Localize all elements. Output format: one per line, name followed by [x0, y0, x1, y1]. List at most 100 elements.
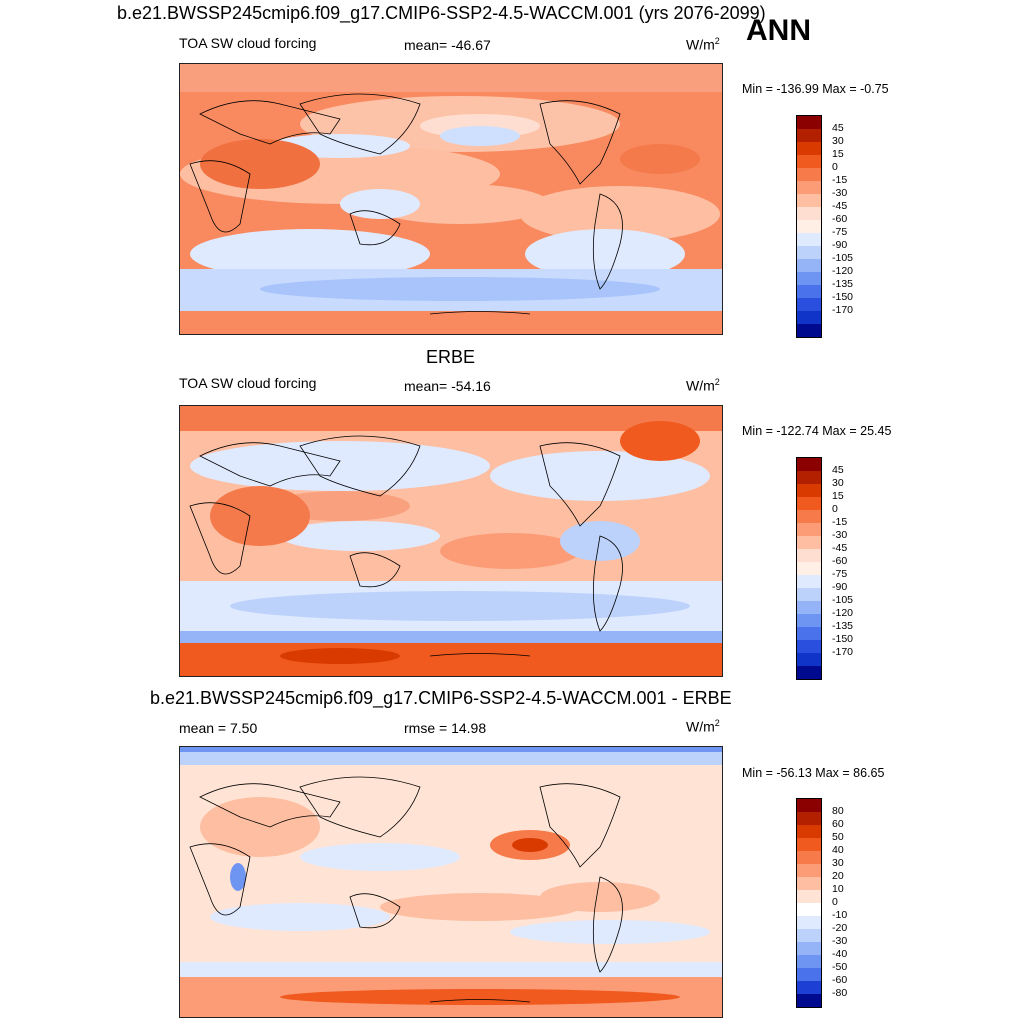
panel2-colorbar-label: -45: [832, 542, 848, 554]
panel3-colorbar-label: 20: [832, 870, 844, 882]
panel2-colorbar-segment: [797, 640, 821, 653]
panel3-mean: mean = 7.50: [179, 720, 258, 736]
panel1-colorbar-label: -45: [832, 200, 848, 212]
panel3-colorbar-segment: [797, 903, 821, 916]
panel1-colorbar-segment: [797, 181, 821, 194]
panel1-colorbar-segment: [797, 116, 821, 129]
panel3-colorbar-segment: [797, 812, 821, 825]
panel2-colorbar-label: -135: [832, 620, 854, 632]
panel2-colorbar-label: -150: [832, 633, 854, 645]
panel1-colorbar-segment: [797, 272, 821, 285]
panel2-colorbar-segment: [797, 458, 821, 471]
panel2-colorbar-label: -120: [832, 607, 854, 619]
panel1-colorbar-segment: [797, 155, 821, 168]
panel3-colorbar: [796, 798, 822, 1008]
panel2-title: ERBE: [426, 347, 476, 367]
panel3-colorbar-label: -40: [832, 948, 848, 960]
panel2-colorbar-label: -105: [832, 594, 854, 606]
panel2-colorbar-segment: [797, 666, 821, 679]
panel2-colorbar-label: -90: [832, 581, 848, 593]
panel1-colorbar-label: -15: [832, 174, 848, 186]
panel3-colorbar-segment: [797, 994, 821, 1007]
panel3-colorbar-segment: [797, 877, 821, 890]
panel1-colorbar-label: -90: [832, 239, 848, 251]
panel3-colorbar-label: 0: [832, 896, 838, 908]
panel1-colorbar-segment: [797, 233, 821, 246]
panel2-colorbar-label: -30: [832, 529, 848, 541]
panel3-colorbar-label: -20: [832, 922, 848, 934]
panel3-colorbar-segment: [797, 838, 821, 851]
panel1-variable: TOA SW cloud forcing: [179, 35, 317, 51]
panel1-map: [179, 63, 723, 335]
panel2-colorbar-label: -75: [832, 568, 848, 580]
panel1-colorbar-label: 0: [832, 161, 838, 173]
panel1-colorbar-segment: [797, 246, 821, 259]
panel2-colorbar-label: 0: [832, 503, 838, 515]
panel2-colorbar-segment: [797, 614, 821, 627]
panel3-colorbar-label: -30: [832, 935, 848, 947]
panel2-colorbar-segment: [797, 471, 821, 484]
panel3-colorbar-segment: [797, 851, 821, 864]
panel3-colorbar-label: -50: [832, 961, 848, 973]
panel1-colorbar-segment: [797, 207, 821, 220]
main-title: b.e21.BWSSP245cmip6.f09_g17.CMIP6-SSP2-4…: [117, 3, 766, 23]
panel3-colorbar-label: 10: [832, 883, 844, 895]
panel1-colorbar-label: 15: [832, 148, 844, 160]
panel1-colorbar-label: 45: [832, 122, 844, 134]
panel1-minmax: Min = -136.99 Max = -0.75: [742, 82, 889, 96]
panel1-mean: mean= -46.67: [404, 37, 491, 53]
panel3-units: W/m2: [686, 718, 720, 735]
panel3-colorbar-segment: [797, 864, 821, 877]
panel3-colorbar-label: -10: [832, 909, 848, 921]
panel1-colorbar-segment: [797, 298, 821, 311]
panel1-colorbar-segment: [797, 324, 821, 337]
panel2-colorbar-label: -60: [832, 555, 848, 567]
panel3-colorbar-segment: [797, 968, 821, 981]
panel2-colorbar-label: 45: [832, 464, 844, 476]
panel3-colorbar-segment: [797, 825, 821, 838]
panel2-colorbar: [796, 457, 822, 680]
panel1-colorbar-segment: [797, 142, 821, 155]
panel3-colorbar-labels: 80 60 50 40 30 20 10 0 -10 -20 -30 -40 -50 -60 -80: [832, 805, 847, 1000]
panel1-colorbar-label: -30: [832, 187, 848, 199]
panel1-colorbar: [796, 115, 822, 338]
panel3-colorbar-segment: [797, 942, 821, 955]
panel3-colorbar-segment: [797, 799, 821, 812]
panel1-colorbar-segment: [797, 259, 821, 272]
panel2-colorbar-segment: [797, 523, 821, 536]
panel1-colorbar-label: -75: [832, 226, 848, 238]
panel1-colorbar-segment: [797, 194, 821, 207]
panel3-title: b.e21.BWSSP245cmip6.f09_g17.CMIP6-SSP2-4…: [150, 688, 732, 708]
panel2-colorbar-label: -15: [832, 516, 848, 528]
panel1-colorbar-segment: [797, 311, 821, 324]
panel1-colorbar-segment: [797, 168, 821, 181]
panel2-colorbar-segment: [797, 627, 821, 640]
panel2-colorbar-label: 15: [832, 490, 844, 502]
panel2-colorbar-segment: [797, 549, 821, 562]
panel1-colorbar-label: -120: [832, 265, 854, 277]
panel1-colorbar-label: 30: [832, 135, 844, 147]
panel2-mean: mean= -54.16: [404, 378, 491, 394]
season-label: ANN: [746, 14, 811, 47]
panel3-colorbar-label: 40: [832, 844, 844, 856]
panel1-colorbar-segment: [797, 220, 821, 233]
panel1-colorbar-labels: 45 30 15 0 -15 -30 -45 -60 -75 -90 -105 -120 -135 -15…: [832, 122, 853, 317]
panel2-colorbar-segment: [797, 562, 821, 575]
panel2-units: W/m2: [686, 377, 720, 394]
panel3-colorbar-label: 50: [832, 831, 844, 843]
panel2-colorbar-segment: [797, 497, 821, 510]
panel2-colorbar-labels: 45 30 15 0 -15 -30 -45 -60 -75 -90 -105 -120 -135 -15…: [832, 464, 853, 659]
panel2-colorbar-segment: [797, 510, 821, 523]
panel2-colorbar-segment: [797, 484, 821, 497]
panel1-colorbar-label: -135: [832, 278, 854, 290]
panel2-variable: TOA SW cloud forcing: [179, 375, 317, 391]
panel2-minmax: Min = -122.74 Max = 25.45: [742, 424, 892, 438]
panel3-minmax: Min = -56.13 Max = 86.65: [742, 766, 885, 780]
panel3-map: [179, 746, 723, 1018]
panel1-colorbar-segment: [797, 129, 821, 142]
panel2-colorbar-segment: [797, 536, 821, 549]
panel1-units: W/m2: [686, 36, 720, 53]
panel1-colorbar-label: -105: [832, 252, 854, 264]
panel2-colorbar-segment: [797, 575, 821, 588]
panel2-colorbar-segment: [797, 588, 821, 601]
